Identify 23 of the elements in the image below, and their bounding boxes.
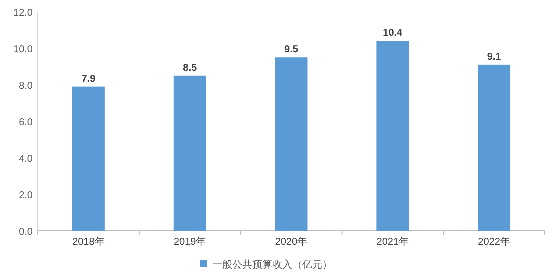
y-tick-label: 10.0 [14, 44, 34, 56]
x-tick-label: 2022年 [478, 236, 510, 248]
y-tick-label: 8.0 [19, 81, 34, 92]
bar [478, 64, 511, 231]
data-label: 7.9 [82, 74, 96, 85]
y-tick-label: 6.0 [19, 118, 34, 128]
data-label: 10.4 [383, 28, 404, 40]
y-tick-label: 4.0 [19, 154, 34, 165]
data-label: 9.1 [487, 52, 502, 63]
bar [376, 41, 410, 231]
x-tick-label: 2020年 [275, 236, 308, 248]
data-label: 8.5 [183, 62, 198, 74]
data-label: 9.5 [284, 44, 299, 56]
x-tick-label: 2021年 [376, 236, 410, 248]
bar [174, 76, 206, 231]
bar [275, 58, 308, 231]
legend-label: 一般公共预算收入（亿元） [212, 259, 332, 271]
bar [72, 86, 105, 231]
y-tick-label: 12.0 [14, 8, 34, 19]
x-tick-label: 2018年 [72, 236, 105, 248]
y-tick-label: 2.0 [19, 190, 34, 202]
x-tick-label: 2019年 [174, 236, 206, 248]
y-tick-label: 0.0 [19, 227, 34, 238]
